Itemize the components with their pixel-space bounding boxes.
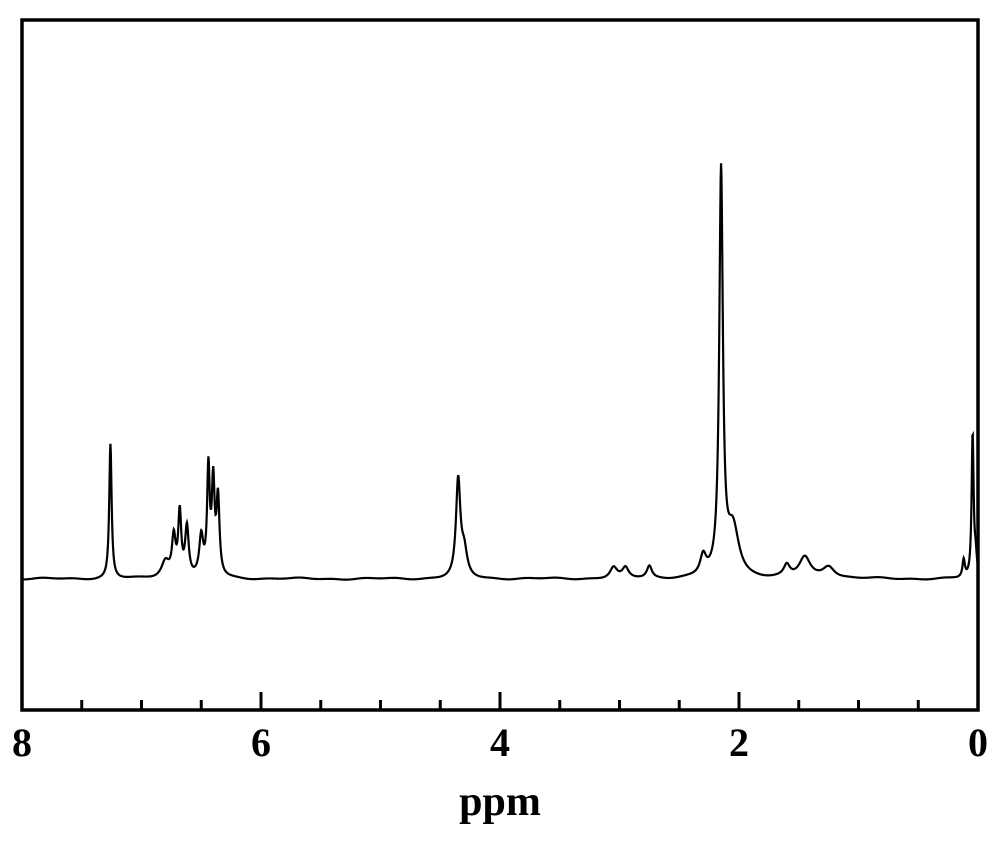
spectrum-plot: 8 6 4 2 0 ppm [0, 0, 1000, 849]
xtick-label: 2 [729, 720, 749, 765]
xtick-label: 6 [251, 720, 271, 765]
plot-frame [22, 20, 978, 710]
nmr-spectrum-figure: 8 6 4 2 0 ppm [0, 0, 1000, 849]
xtick-label: 0 [968, 720, 988, 765]
spectrum-line [22, 163, 978, 579]
xtick-label: 4 [490, 720, 510, 765]
xtick-label: 8 [12, 720, 32, 765]
x-axis-label: ppm [459, 779, 541, 825]
